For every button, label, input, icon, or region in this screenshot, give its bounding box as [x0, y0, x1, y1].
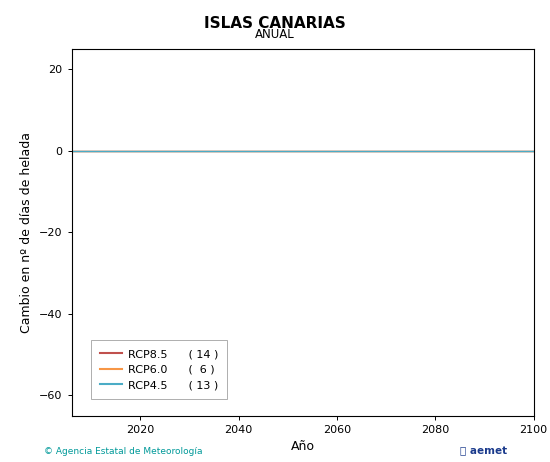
Legend: RCP8.5      ( 14 ), RCP6.0      (  6 ), RCP4.5      ( 13 ): RCP8.5 ( 14 ), RCP6.0 ( 6 ), RCP4.5 ( 13… [91, 340, 227, 399]
Text: © Agencia Estatal de Meteorología: © Agencia Estatal de Meteorología [44, 448, 202, 456]
Text: ANUAL: ANUAL [255, 28, 295, 41]
Y-axis label: Cambio en nº de días de helada: Cambio en nº de días de helada [20, 132, 34, 333]
Text: Ⓡ aemet: Ⓡ aemet [460, 446, 508, 456]
Text: ISLAS CANARIAS: ISLAS CANARIAS [204, 16, 346, 31]
X-axis label: Año: Año [290, 440, 315, 453]
